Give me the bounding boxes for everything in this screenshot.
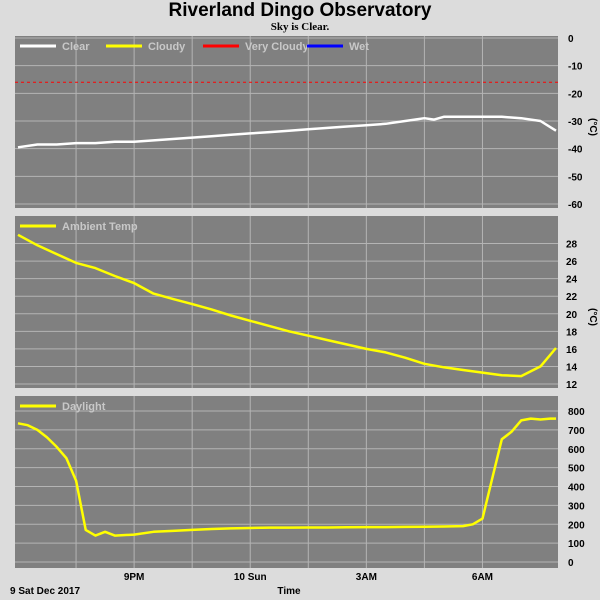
legend-label-clear: Clear [62,41,90,53]
daylight-y-tick-labels: 800 700 600 500 400 300 200 100 0 [568,407,585,569]
legend-label-wet: Wet [349,41,369,53]
ambient-y-tick-label: 20 [566,310,578,321]
daylight-legend: Daylight [20,401,106,413]
sky-y-tick-label: -30 [568,117,583,128]
chart-title: Riverland Dingo Observatory [168,0,432,21]
x-tick-label: 10 Sun [234,572,267,583]
x-axis-label: Time [277,586,301,597]
sky-y-tick-label: -60 [568,200,583,211]
sky-gridlines [15,36,558,208]
x-tick-label: 6AM [472,572,493,583]
ambient-legend: Ambient Temp [20,221,138,233]
daylight-y-tick-label: 400 [568,483,585,494]
daylight-y-tick-label: 800 [568,407,585,418]
sky-y-tick-label: -50 [568,172,583,183]
sky-panel-background [15,36,558,208]
ambient-panel-background [15,216,558,388]
ambient-y-tick-label: 18 [566,327,578,338]
sky-y-axis-label: (°C) [587,118,598,136]
ambient-y-tick-label: 22 [566,292,578,303]
ambient-y-tick-label: 14 [566,362,578,373]
x-axis-tick-labels: 9PM 10 Sun 3AM 6AM [124,572,493,583]
sky-series-line [17,115,557,149]
ambient-y-tick-label: 16 [566,345,578,356]
ambient-gridlines [15,216,558,388]
x-tick-label: 9PM [124,572,145,583]
daylight-y-tick-label: 0 [568,558,574,569]
x-tick-label: 3AM [356,572,377,583]
daylight-y-tick-label: 100 [568,539,585,550]
sky-y-tick-label: 0 [568,34,574,45]
daylight-series-lines [17,417,556,537]
sky-temperature-panel: Clear Cloudy Very Cloudy Wet 0 -10 -20 -30 -40 -… [15,34,598,211]
sky-y-tick-labels: 0 -10 -20 -30 -40 -50 -60 [568,34,583,211]
sky-series-lines [17,115,557,149]
ambient-temperature-panel: Ambient Temp 28 26 24 22 20 18 16 14 12 (°C) [15,216,598,391]
sky-y-tick-label: -10 [568,62,583,73]
daylight-series-line [17,417,556,537]
daylight-gridlines [15,396,558,568]
legend-label-daylight: Daylight [62,401,106,413]
legend-label-very-cloudy: Very Cloudy [245,41,309,53]
ambient-y-tick-label: 26 [566,257,578,268]
sky-legend: Clear Cloudy Very Cloudy Wet [20,41,369,53]
daylight-y-tick-label: 200 [568,520,585,531]
ambient-y-axis-label: (°C) [587,308,598,326]
footer-date-label: 9 Sat Dec 2017 [10,586,80,597]
sky-y-tick-label: -20 [568,89,583,100]
ambient-y-tick-label: 12 [566,380,578,391]
daylight-y-tick-label: 600 [568,445,585,456]
daylight-y-tick-label: 500 [568,464,585,475]
ambient-y-tick-label: 24 [566,275,578,286]
chart-subtitle: Sky is Clear. [270,21,330,33]
legend-label-cloudy: Cloudy [148,41,186,53]
daylight-y-tick-label: 300 [568,501,585,512]
ambient-series-lines [17,233,557,378]
daylight-y-tick-label: 700 [568,426,585,437]
sky-y-tick-label: -40 [568,145,583,156]
ambient-y-tick-labels: 28 26 24 22 20 18 16 14 12 [566,240,578,391]
legend-label-ambient-temp: Ambient Temp [62,221,138,233]
ambient-series-line [17,233,557,378]
daylight-panel-background [15,396,558,568]
daylight-panel: Daylight 800 700 600 500 400 300 200 100 0 [15,396,585,569]
ambient-y-tick-label: 28 [566,240,578,251]
